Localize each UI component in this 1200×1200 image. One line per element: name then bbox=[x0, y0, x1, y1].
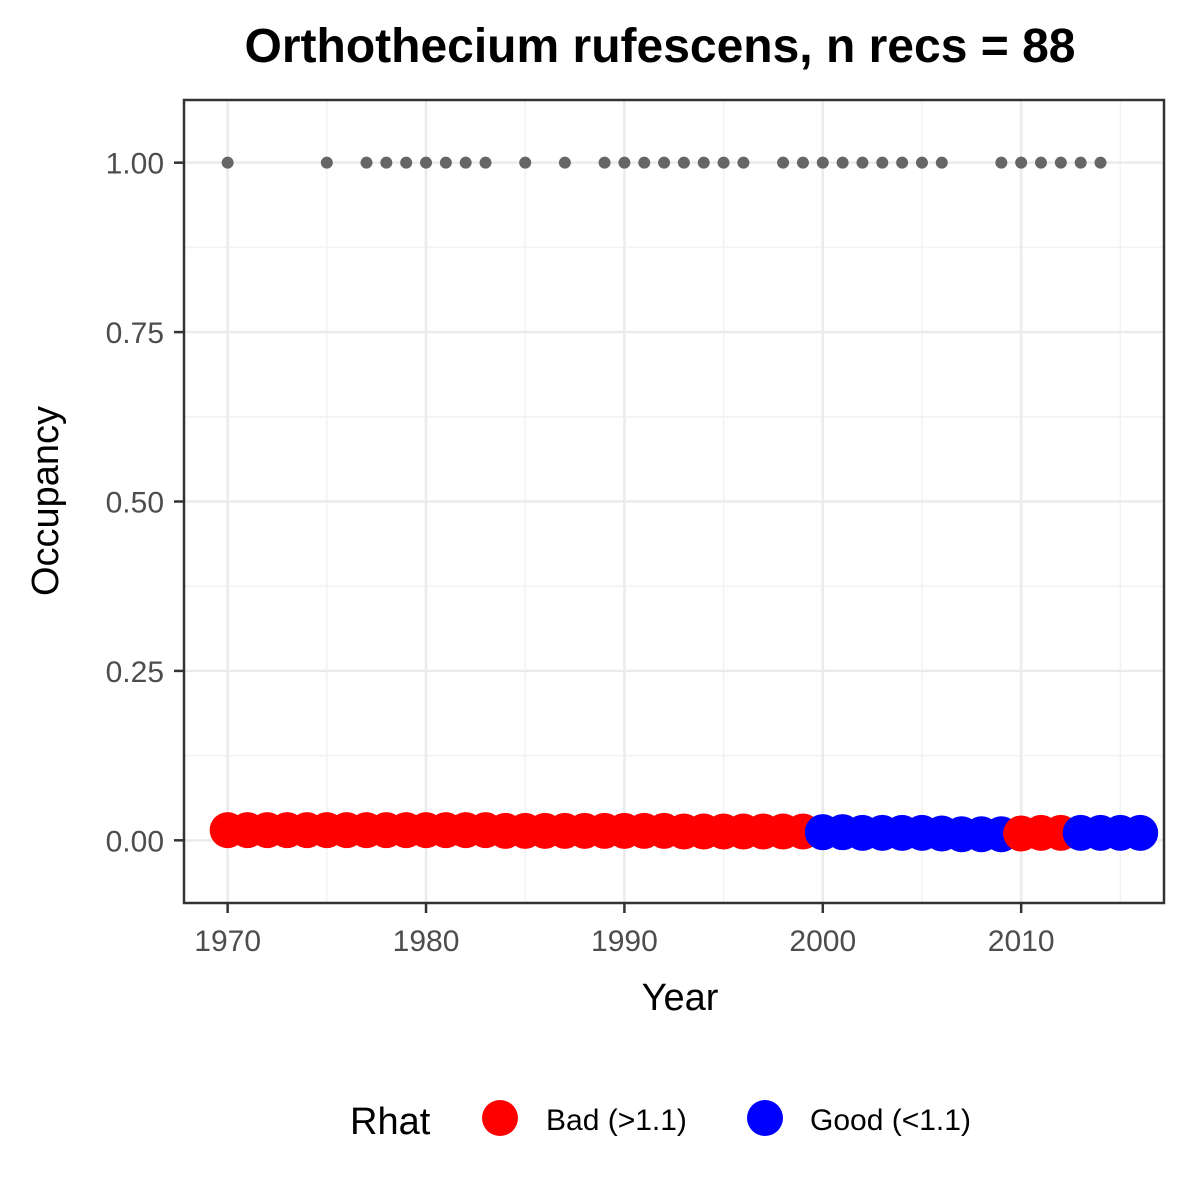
record-point bbox=[658, 156, 671, 169]
record-point bbox=[320, 156, 333, 169]
x-tick-label: 2000 bbox=[789, 925, 856, 958]
record-point bbox=[479, 156, 492, 169]
record-point bbox=[638, 156, 651, 169]
record-point bbox=[519, 156, 532, 169]
chart-title: Orthothecium rufescens, n recs = 88 bbox=[245, 20, 1076, 73]
record-point bbox=[439, 156, 452, 169]
occupancy-points bbox=[209, 812, 1159, 853]
legend: Rhat Bad (>1.1) Good (<1.1) bbox=[350, 1100, 971, 1143]
record-point bbox=[1015, 156, 1028, 169]
record-point bbox=[995, 156, 1008, 169]
record-point bbox=[896, 156, 909, 169]
record-point bbox=[856, 156, 869, 169]
record-point bbox=[816, 156, 829, 169]
record-point bbox=[935, 156, 948, 169]
y-axis-title: Occupancy bbox=[25, 406, 67, 596]
record-point bbox=[400, 156, 413, 169]
record-point bbox=[360, 156, 373, 169]
record-point bbox=[598, 156, 611, 169]
y-tick-label: 0.50 bbox=[106, 487, 164, 520]
legend-label-bad: Bad (>1.1) bbox=[546, 1104, 687, 1137]
y-tick-label: 0.75 bbox=[106, 317, 164, 350]
record-point bbox=[737, 156, 750, 169]
y-tick-label: 0.25 bbox=[106, 656, 164, 689]
record-point bbox=[558, 156, 571, 169]
record-point bbox=[717, 156, 730, 169]
x-tick-label: 1980 bbox=[393, 925, 460, 958]
legend-key-good bbox=[747, 1100, 783, 1136]
record-point bbox=[697, 156, 710, 169]
record-point bbox=[1054, 156, 1067, 169]
x-tick-label: 1990 bbox=[591, 925, 658, 958]
x-tick-label: 1970 bbox=[194, 925, 261, 958]
legend-title: Rhat bbox=[350, 1101, 431, 1143]
legend-key-bad bbox=[482, 1100, 518, 1136]
record-point bbox=[618, 156, 631, 169]
record-point bbox=[777, 156, 790, 169]
legend-label-good: Good (<1.1) bbox=[810, 1104, 971, 1137]
record-point bbox=[1094, 156, 1107, 169]
y-tick-label: 0.00 bbox=[106, 825, 164, 858]
record-point bbox=[876, 156, 889, 169]
record-point bbox=[221, 156, 234, 169]
record-point bbox=[677, 156, 690, 169]
record-point bbox=[915, 156, 928, 169]
occupancy-point-good bbox=[1122, 814, 1159, 851]
x-tick-label: 2010 bbox=[988, 925, 1055, 958]
record-point bbox=[420, 156, 433, 169]
record-point bbox=[796, 156, 809, 169]
x-axis-title: Year bbox=[642, 977, 719, 1019]
record-point bbox=[459, 156, 472, 169]
record-points bbox=[221, 156, 1107, 169]
record-point bbox=[380, 156, 393, 169]
record-point bbox=[1074, 156, 1087, 169]
record-point bbox=[836, 156, 849, 169]
record-point bbox=[1035, 156, 1048, 169]
y-tick-label: 1.00 bbox=[106, 148, 164, 181]
axis-ticks: 1970 1980 1990 2000 2010 0.00 0.25 0.50 0.75 1.00 bbox=[106, 148, 1055, 958]
